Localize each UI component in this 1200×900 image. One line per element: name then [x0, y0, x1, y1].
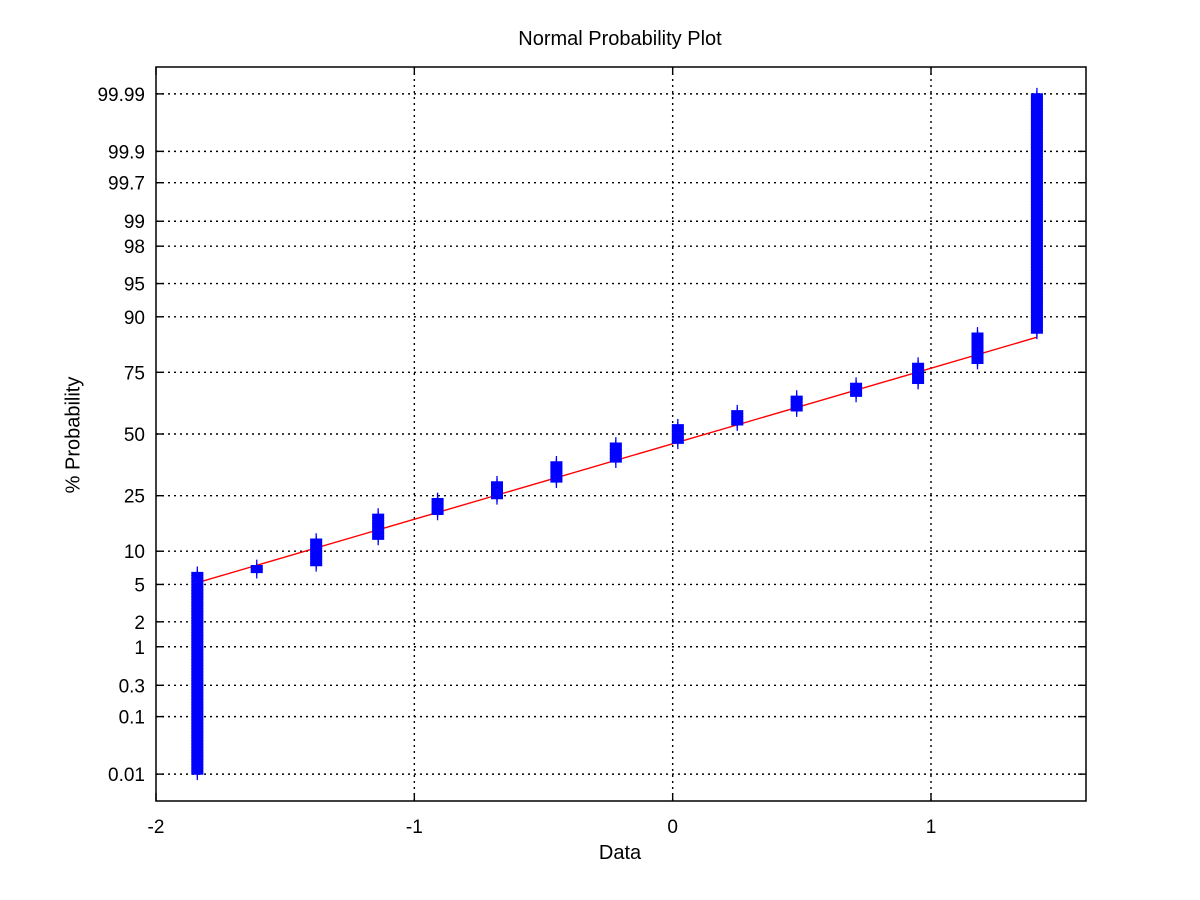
point-cluster	[1030, 93, 1043, 334]
point-group	[372, 508, 385, 546]
point-cluster	[310, 539, 323, 566]
data-points	[191, 87, 1043, 781]
point-group	[609, 437, 622, 468]
point-group	[671, 418, 684, 450]
point-group	[790, 390, 803, 417]
y-tick-label: 0.01	[108, 765, 145, 786]
point-cluster	[431, 498, 444, 515]
point-cluster	[250, 565, 263, 573]
y-tick-label: 25	[124, 487, 145, 508]
point-cluster	[912, 363, 925, 384]
chart-title: Normal Probability Plot	[518, 28, 722, 50]
point-group	[912, 357, 925, 390]
point-cluster	[372, 514, 385, 540]
point-group	[850, 377, 863, 403]
y-tick-label: 1	[134, 638, 145, 659]
point-group	[731, 404, 744, 431]
point-group	[1030, 87, 1043, 340]
point-group	[191, 566, 204, 781]
y-tick-label: 0.1	[119, 708, 145, 729]
y-tick-label: 2	[134, 613, 145, 634]
point-group	[971, 327, 984, 370]
tick-labels: -2 -1 0 10.010.10.3125102550759095989999.79…	[97, 85, 936, 838]
point-cluster	[671, 424, 684, 444]
y-tick-label: 90	[124, 308, 145, 329]
y-tick-label: 50	[124, 425, 145, 446]
y-tick-label: 99.99	[97, 85, 145, 106]
point-cluster	[491, 481, 503, 499]
y-tick-label: 98	[124, 237, 145, 258]
x-tick-label: 0	[667, 817, 678, 838]
point-cluster	[191, 572, 204, 775]
y-tick-label: 75	[124, 363, 145, 384]
y-tick-label: 0.3	[119, 676, 145, 697]
point-group	[250, 559, 263, 579]
grid-lines	[156, 67, 1086, 801]
point-group	[310, 533, 323, 572]
point-cluster	[971, 333, 984, 364]
point-group	[431, 492, 444, 521]
y-tick-label: 95	[124, 275, 145, 296]
x-tick-label: -2	[148, 817, 165, 838]
point-cluster	[850, 383, 863, 397]
point-cluster	[609, 443, 622, 462]
y-tick-label: 99.9	[108, 142, 145, 163]
axis-ticks	[155, 67, 1086, 801]
point-cluster	[790, 396, 803, 411]
y-tick-label: 99	[124, 212, 145, 233]
point-cluster	[731, 410, 744, 425]
x-tick-label: -1	[406, 817, 423, 838]
y-tick-label: 10	[124, 542, 145, 563]
y-tick-label: 5	[134, 575, 145, 596]
x-axis-label: Data	[598, 842, 642, 864]
point-cluster	[550, 461, 563, 482]
point-group	[491, 475, 503, 505]
x-tick-label: 1	[926, 817, 937, 838]
y-tick-label: 99.7	[108, 174, 145, 195]
point-group	[550, 455, 563, 488]
